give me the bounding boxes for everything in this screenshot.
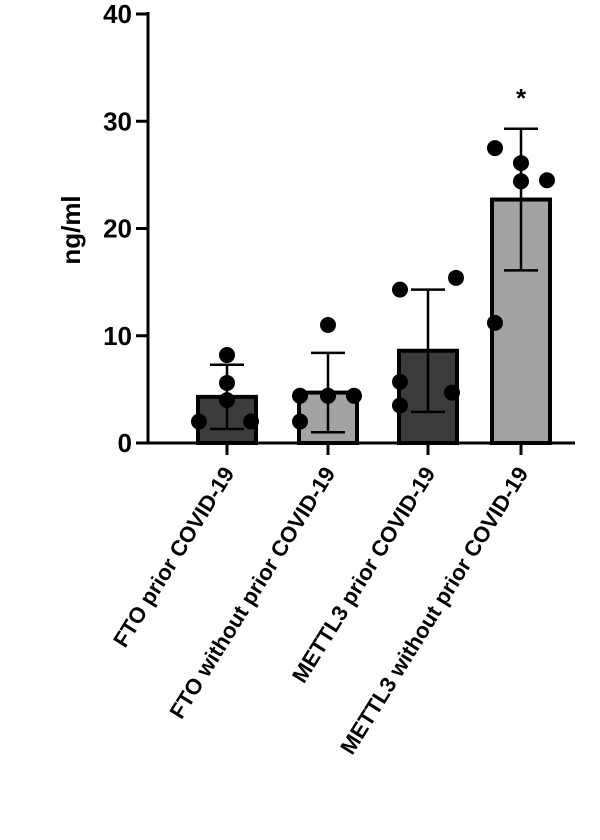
significance-marker: *: [516, 83, 527, 113]
data-point: [191, 413, 207, 430]
y-tick-label: 40: [103, 0, 132, 29]
data-point: [448, 269, 464, 286]
data-point: [292, 387, 308, 404]
data-point: [219, 347, 235, 364]
data-point: [219, 374, 235, 391]
data-point: [292, 413, 308, 430]
error-bar: [411, 288, 445, 414]
y-tick-label: 0: [118, 428, 132, 458]
data-point: [219, 392, 235, 409]
error-bar: [504, 127, 538, 272]
data-point: [392, 373, 408, 390]
data-point: [243, 413, 259, 430]
data-point: [487, 140, 503, 157]
data-point: [392, 397, 408, 414]
y-tick-label: 10: [103, 321, 132, 351]
x-tick-label: FTO without prior COVID-19: [164, 462, 340, 723]
x-tick-label: METTL3 without prior COVID-19: [335, 462, 533, 758]
data-point: [320, 317, 336, 334]
y-axis-label: ng/ml: [56, 195, 86, 264]
data-point: [513, 155, 529, 172]
y-tick-label: 20: [103, 214, 132, 244]
data-point: [346, 387, 362, 404]
data-point: [539, 172, 555, 189]
data-point: [320, 387, 336, 404]
data-point: [513, 173, 529, 190]
data-point: [444, 384, 460, 401]
data-point: [392, 281, 408, 298]
data-point: [487, 314, 503, 331]
y-tick-label: 30: [103, 106, 132, 136]
